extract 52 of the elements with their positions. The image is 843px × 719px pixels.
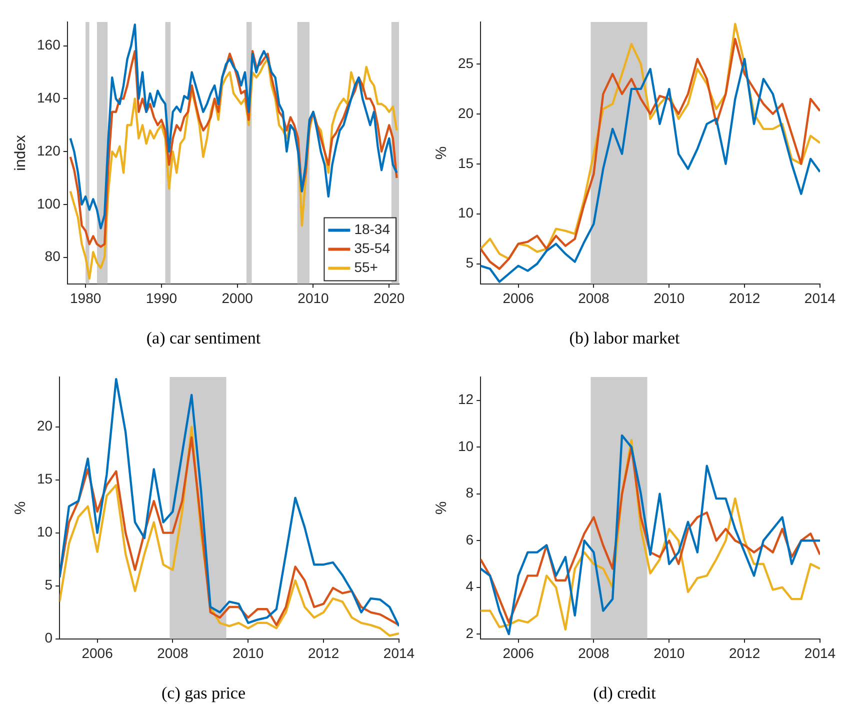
text: (a) car sentiment	[146, 328, 261, 348]
y-tick-label: 4	[466, 578, 474, 594]
y-tick-label: 15	[458, 154, 474, 171]
x-tick-label: 2012	[728, 290, 760, 306]
y-tick-label: 15	[36, 470, 53, 487]
y-tick-label: 80	[44, 248, 61, 264]
y-tick-label: 10	[36, 524, 53, 540]
x-tick-label: 2012	[308, 645, 340, 662]
text: (c) gas price	[161, 683, 246, 702]
y-axis-title: %	[12, 501, 30, 515]
y-tick-label: 5	[466, 254, 474, 271]
y-tick-label: 20	[458, 104, 474, 121]
x-tick-label: 2008	[157, 645, 188, 662]
y-tick-label: 2	[466, 624, 474, 641]
x-tick-label: 2006	[82, 645, 114, 662]
y-axis-title: %	[433, 501, 450, 515]
x-tick-label: 1990	[146, 290, 178, 306]
text: (b) labor market	[569, 328, 680, 348]
x-tick-label: 2008	[578, 645, 610, 662]
x-tick-label: 2014	[804, 645, 836, 662]
legend-label: 18-34	[354, 221, 390, 238]
y-tick-label: 140	[37, 90, 61, 106]
y-tick-label: 20	[36, 418, 53, 434]
x-tick-label: 2014	[383, 645, 415, 662]
x-tick-label: 2010	[298, 290, 330, 306]
y-tick-label: 25	[458, 54, 474, 71]
y-axis-title: %	[433, 146, 450, 160]
y-tick-label: 10	[458, 438, 474, 454]
x-tick-label: 2012	[728, 645, 760, 662]
x-tick-label: 2010	[232, 645, 264, 662]
x-tick-label: 2006	[502, 290, 534, 306]
y-tick-label: 120	[37, 142, 61, 158]
text: (d) credit	[593, 683, 656, 702]
x-tick-label: 2010	[654, 645, 685, 662]
x-tick-label: 2010	[654, 290, 685, 306]
x-tick-label: 1980	[70, 290, 102, 306]
y-tick-label: 0	[44, 630, 53, 646]
y-axis-title: index	[12, 134, 30, 171]
x-tick-label: 2000	[222, 290, 254, 306]
y-tick-label: 160	[37, 36, 61, 53]
x-tick-label: 2006	[502, 645, 534, 662]
legend-label: 55+	[354, 259, 378, 276]
y-tick-label: 100	[37, 195, 61, 212]
y-tick-label: 8	[466, 484, 474, 501]
y-tick-label: 5	[44, 576, 53, 593]
y-tick-label: 6	[466, 531, 474, 548]
y-tick-label: 12	[458, 391, 474, 408]
legend-label: 35-54	[354, 240, 390, 256]
x-tick-label: 2014	[804, 290, 836, 306]
x-tick-label: 2020	[374, 290, 405, 306]
x-tick-label: 2008	[578, 290, 610, 306]
y-tick-label: 10	[458, 204, 474, 221]
